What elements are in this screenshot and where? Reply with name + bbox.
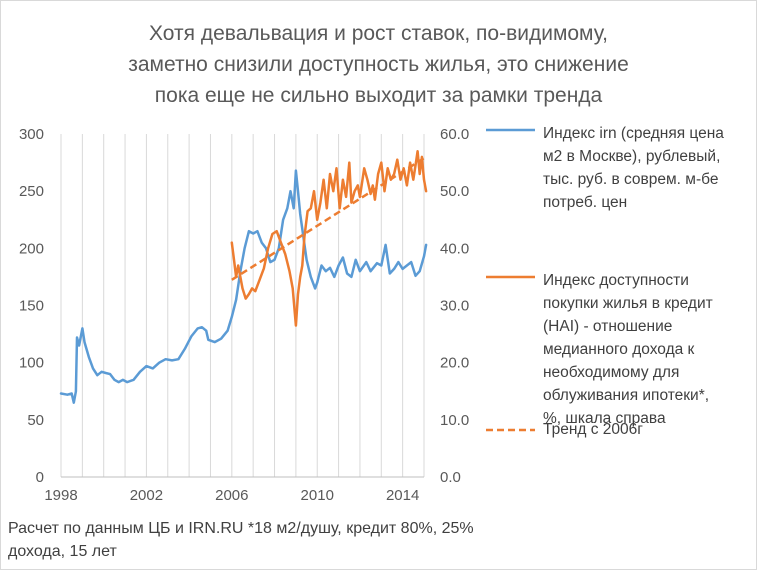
footnote-line-1: Расчет по данным ЦБ и IRN.RU *18 м2/душу… [8, 520, 474, 537]
y-right-tick-label: 40.0 [440, 240, 469, 257]
y-right-tick-label: 0.0 [440, 469, 461, 486]
legend-hai-line-5: необходимому для [543, 364, 680, 381]
legend-trend-line-1: Тренд с 2006г [543, 421, 643, 438]
legend-irn-line-2: м2 в Москве), рублевый, [543, 148, 721, 165]
y-right-tick-label: 50.0 [440, 183, 469, 200]
chart-title-line-2: заметно снизили доступность жилья, это с… [128, 53, 629, 76]
legend-hai-line-2: покупки жилья в кредит [543, 295, 713, 312]
footnote: Расчет по данным ЦБ и IRN.RU *18 м2/душу… [8, 517, 474, 563]
y-right-tick-label: 20.0 [440, 355, 469, 372]
chart-title-line-3: пока еще не сильно выходит за рамки трен… [154, 84, 603, 107]
y-left-tick-label: 300 [19, 126, 44, 143]
y-left-tick-label: 200 [19, 240, 44, 257]
legend-hai-line-4: медианного дохода к [543, 341, 695, 358]
legend-text-trend: Тренд с 2006г [543, 418, 643, 441]
legend-irn-line-1: Индекс irn (средняя цена [543, 125, 724, 142]
series-line-trend [231, 155, 427, 281]
series-line-hai [230, 149, 428, 327]
legend-irn-line-4: потреб. цен [543, 194, 628, 211]
x-tick-label: 1998 [44, 487, 77, 504]
legend-hai-line-6: облуживания ипотеки*, [543, 387, 710, 404]
y-right-tick-label: 30.0 [440, 298, 469, 315]
chart-title-line-1: Хотя девальвация и рост ставок, по-видим… [149, 22, 608, 45]
y-right-tick-label: 60.0 [440, 126, 469, 143]
y-left-tick-label: 250 [19, 183, 44, 200]
legend-irn-line-3: тыс. руб. в соврем. м-бе [543, 171, 719, 188]
y-left-tick-label: 50 [27, 412, 44, 429]
legend-text-irn: Индекс irn (средняя цена м2 в Москве), р… [543, 122, 724, 214]
y-left-tick-label: 0 [36, 469, 44, 486]
x-tick-label: 2002 [130, 487, 163, 504]
y-left-tick-label: 100 [19, 355, 44, 372]
legend-hai-line-7: %, шкала справа [543, 410, 666, 427]
x-tick-label: 2006 [215, 487, 248, 504]
legend-hai-line-3: (HAI) - отношение [543, 318, 673, 335]
y-right-tick-label: 10.0 [440, 412, 469, 429]
x-tick-label: 2014 [386, 487, 419, 504]
y-left-tick-label: 150 [19, 298, 44, 315]
legend-hai-line-1: Индекс доступности [543, 272, 689, 289]
chart-title: Хотя девальвация и рост ставок, по-видим… [0, 18, 757, 111]
x-tick-label: 2010 [301, 487, 334, 504]
legend-text-hai: Индекс доступности покупки жилья в креди… [543, 269, 713, 430]
footnote-line-2: дохода, 15 лет [8, 543, 117, 560]
series-line-irn [59, 169, 428, 404]
